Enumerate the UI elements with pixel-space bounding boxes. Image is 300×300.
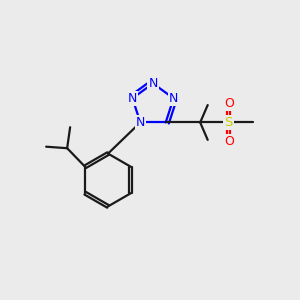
Text: S: S — [224, 116, 233, 129]
Text: N: N — [136, 116, 145, 129]
Text: O: O — [224, 98, 234, 110]
Text: N: N — [169, 92, 178, 105]
Text: O: O — [224, 135, 234, 148]
Text: N: N — [128, 92, 137, 105]
Text: N: N — [148, 77, 158, 90]
